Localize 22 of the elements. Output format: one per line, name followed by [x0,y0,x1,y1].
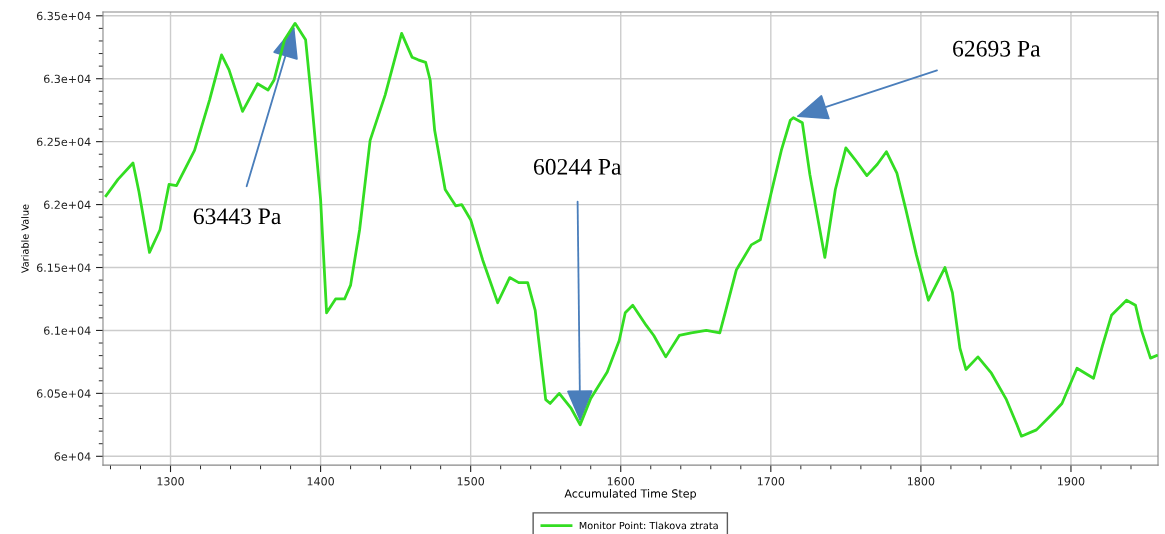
x-tick-label: 1600 [607,477,635,486]
line-series [104,21,1158,438]
annotation: 62693 Pa [953,40,1041,57]
x-tick-label: 1900 [1058,477,1085,486]
y-axis-title: Variable Value [21,204,29,274]
x-tick-label: 1500 [457,477,485,486]
x-tick-label: 1400 [307,477,334,486]
y-tick-label: 6.2e+04 [44,200,91,209]
x-tick-label: 1300 [157,477,184,486]
annotation: 63443 Pa [193,208,282,225]
x-tick-label: 1800 [907,477,935,486]
x-axis-title: Accumulated Time Step [564,489,696,500]
y-tick-label: 6.35e+04 [36,11,91,21]
y-tick-label: 6.05e+04 [36,389,91,398]
y-tick-label: 6.1e+04 [44,326,91,335]
y-tick-label: 6.3e+04 [44,74,91,84]
x-tick-label: 1700 [757,477,785,486]
y-tick-label: 6e+04 [54,452,91,461]
legend-label: Monitor Point: Tlakova ztrata [579,521,718,530]
annotation: 60244 Pa [533,158,622,175]
y-tick-label: 6.25e+04 [36,137,91,147]
y-tick-label: 6.15e+04 [36,263,91,272]
